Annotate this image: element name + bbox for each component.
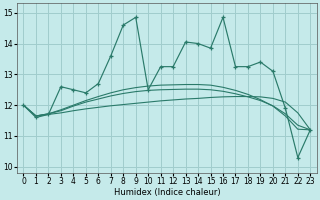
X-axis label: Humidex (Indice chaleur): Humidex (Indice chaleur) (114, 188, 220, 197)
